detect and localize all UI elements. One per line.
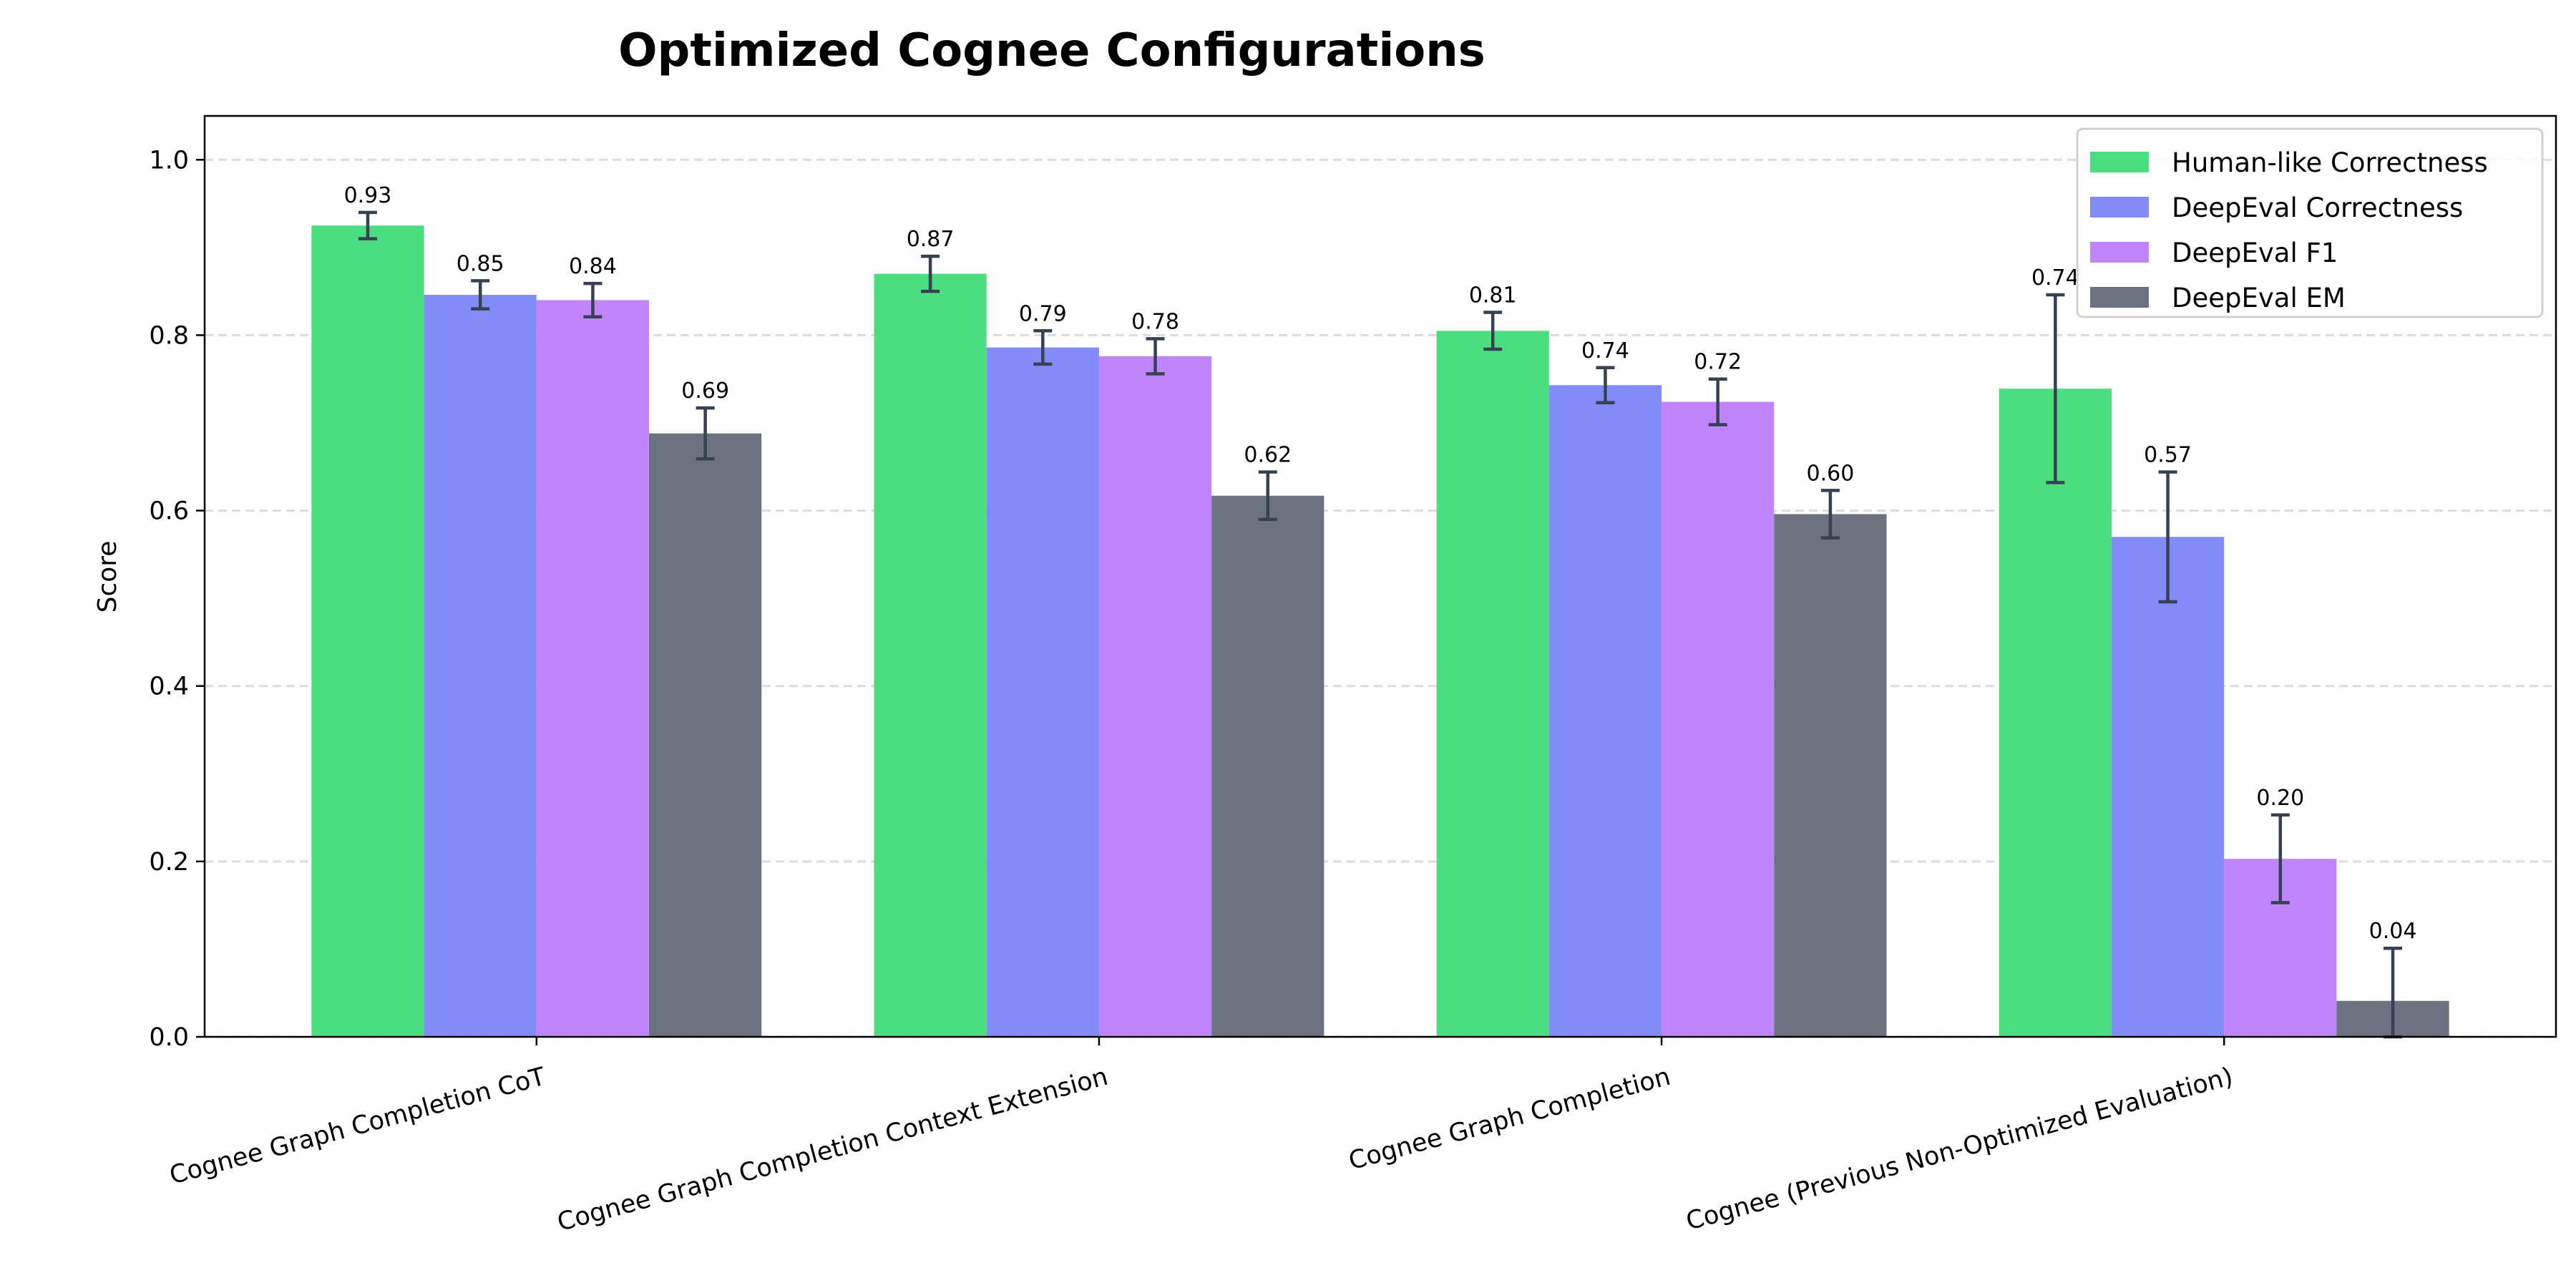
x-tick-label: Cognee Graph Completion Context Extensio… [555,1063,1111,1237]
x-tick-label: Cognee Graph Completion [1346,1063,1674,1176]
bar [424,295,537,1038]
legend-box [2076,127,2544,318]
chart-title: Optimized Cognee Configurations [618,24,1485,77]
data-label: 0.81 [1469,283,1517,308]
bar [1662,401,1775,1037]
axes-frame [203,114,2557,1038]
bar [1774,514,1887,1037]
y-tick-label: 0.0 [149,1023,189,1052]
data-label: 0.74 [2031,265,2079,291]
legend-label: DeepEval F1 [2172,238,2338,268]
data-label: 0.78 [1131,309,1179,334]
y-tick-label: 0.2 [149,848,189,877]
x-tick-label: Cognee (Previous Non-Optimized Evaluatio… [1683,1063,2236,1236]
data-label: 0.87 [907,227,955,252]
y-tick-label: 1.0 [149,146,189,175]
data-label: 0.93 [344,183,392,208]
bar [1098,356,1212,1037]
y-axis-label: Score [93,541,122,613]
bar [536,300,650,1037]
legend-label: DeepEval Correctness [2172,192,2463,223]
bar [1999,389,2112,1037]
y-tick-label: 0.4 [149,673,189,701]
legend-swatch [2090,152,2149,172]
legend-swatch [2090,242,2149,263]
bar [874,273,987,1038]
data-label: 0.20 [2256,786,2304,811]
y-tick-label: 0.6 [149,497,189,526]
data-label: 0.85 [457,251,504,276]
data-label: 0.79 [1019,301,1067,326]
bar [311,225,424,1037]
data-label: 0.72 [1694,350,1742,375]
data-label: 0.84 [569,254,617,279]
data-label: 0.04 [2369,919,2417,944]
legend-swatch [2090,287,2149,308]
bar [986,347,1099,1037]
data-label: 0.62 [1244,443,1292,468]
bar [1211,495,1324,1037]
data-label: 0.57 [2144,443,2192,468]
legend-label: Human-like Correctness [2172,147,2488,178]
bar [2111,537,2225,1037]
y-tick-label: 0.8 [149,321,189,350]
legend-label: DeepEval EM [2172,283,2346,313]
data-label: 0.60 [1807,461,1855,486]
bar [649,433,762,1037]
data-label: 0.74 [1581,338,1629,364]
x-tick-label: Cognee Graph Completion CoT [167,1063,549,1191]
data-label: 0.69 [681,379,729,404]
legend-swatch [2090,197,2149,218]
bar [1548,385,1662,1037]
bar [1436,331,1549,1037]
